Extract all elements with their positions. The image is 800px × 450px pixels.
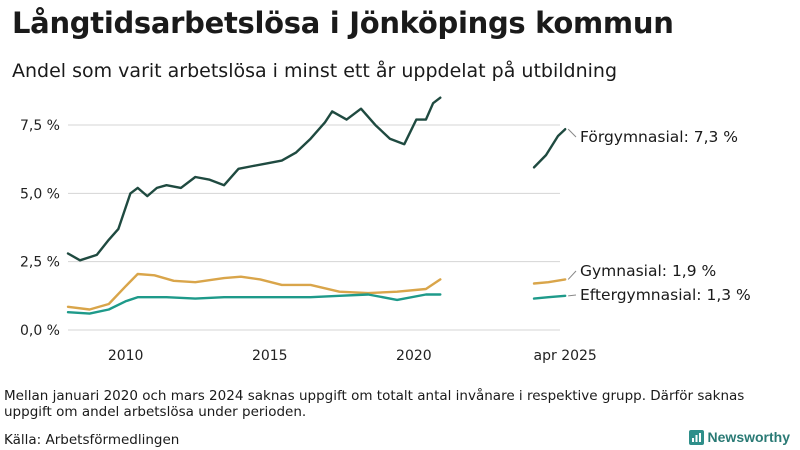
y-axis: 0,0 % 2,5 % 5,0 % 7,5 % <box>20 118 60 339</box>
line-chart: 0,0 % 2,5 % 5,0 % 7,5 % 2010 2015 2020 apr 202… <box>20 96 751 364</box>
bar-chart-icon <box>688 429 704 445</box>
y-tick-label: 2,5 % <box>20 255 60 271</box>
series-line-gymnasial <box>532 278 567 285</box>
series-line-eftergymnasial <box>66 293 442 315</box>
y-tick-label: 5,0 % <box>20 186 60 202</box>
brand-logo: Newsworthy <box>688 429 790 445</box>
x-tick-label: 2020 <box>396 348 432 364</box>
x-tick-label: apr 2025 <box>534 348 597 364</box>
brand-name: Newsworthy <box>707 429 790 445</box>
label-leader-line <box>567 270 577 280</box>
footnote: Mellan januari 2020 och mars 2024 saknas… <box>4 388 745 420</box>
gridlines <box>68 124 560 331</box>
page-title: Långtidsarbetslösa i Jönköpings kommun <box>12 6 674 40</box>
label-leader-line <box>567 128 577 138</box>
series-end-label: Eftergymnasial: 1,3 % <box>580 286 751 304</box>
series-line-gymnasial <box>66 272 442 311</box>
series-line-förgymnasial <box>532 127 567 169</box>
page-subtitle: Andel som varit arbetslösa i minst ett å… <box>12 60 618 82</box>
label-leader-line <box>568 294 577 297</box>
x-axis: 2010 2015 2020 apr 2025 <box>108 348 597 364</box>
y-tick-label: 0,0 % <box>20 323 60 339</box>
y-tick-label: 7,5 % <box>20 118 60 134</box>
series-line-eftergymnasial <box>532 294 567 300</box>
x-tick-label: 2010 <box>108 348 144 364</box>
series-lines <box>66 96 567 315</box>
series-end-label: Gymnasial: 1,9 % <box>580 262 716 280</box>
source-text: Källa: Arbetsförmedlingen <box>4 432 180 448</box>
series-end-label: Förgymnasial: 7,3 % <box>580 128 738 146</box>
x-tick-label: 2015 <box>252 348 288 364</box>
series-end-labels: Förgymnasial: 7,3 % Gymnasial: 1,9 % Efter… <box>567 128 751 304</box>
series-line-förgymnasial <box>66 96 442 262</box>
